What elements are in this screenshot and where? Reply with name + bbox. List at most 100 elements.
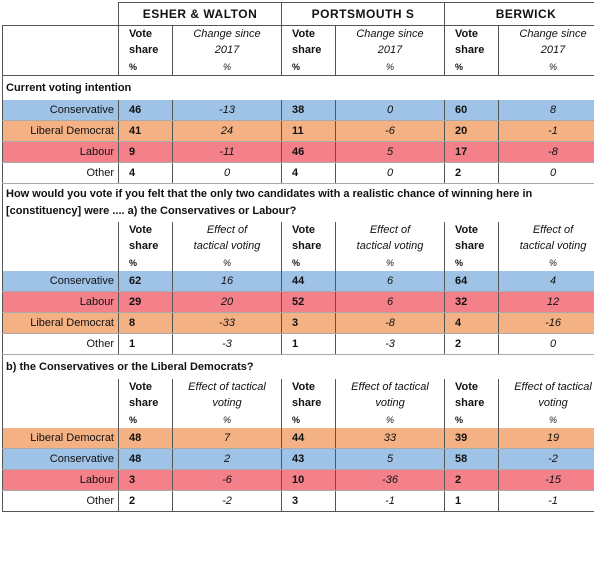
constituency-heading: ESHER & WALTON: [119, 3, 282, 26]
vote-share-cell: 32: [445, 292, 499, 313]
change-cell: -16: [499, 313, 594, 334]
percent-unit: %: [336, 58, 445, 76]
change-header: voting: [173, 395, 282, 411]
percent-unit: %: [173, 411, 282, 428]
vote-share-header: Vote: [119, 26, 173, 43]
blank-cell: [3, 395, 119, 411]
vote-share-header: share: [445, 42, 499, 58]
vote-share-header: share: [282, 238, 336, 254]
vote-share-header: share: [119, 238, 173, 254]
party-label: Liberal Democrat: [3, 121, 119, 142]
change-cell: -1: [336, 491, 445, 512]
percent-unit: %: [173, 58, 282, 76]
change-cell: 5: [336, 449, 445, 470]
change-cell: -13: [173, 100, 282, 121]
percent-unit-row: %%%%%%: [3, 58, 594, 76]
blank-cell: [3, 411, 119, 428]
change-cell: -1: [499, 121, 594, 142]
vote-share-cell: 48: [119, 428, 173, 449]
change-header: Effect of: [499, 222, 594, 238]
vote-share-cell: 1: [445, 491, 499, 512]
change-cell: 0: [336, 100, 445, 121]
vote-share-cell: 29: [119, 292, 173, 313]
percent-unit: %: [445, 58, 499, 76]
party-label: Conservative: [3, 100, 119, 121]
vote-share-cell: 52: [282, 292, 336, 313]
constituency-heading: BERWICK: [445, 3, 594, 26]
vote-share-header: Vote: [119, 222, 173, 238]
change-cell: 16: [173, 271, 282, 292]
blank-cell: [3, 58, 119, 76]
section-title-row: Current voting intention: [3, 76, 594, 101]
percent-unit-row: %%%%%%: [3, 254, 594, 271]
vote-share-cell: 17: [445, 142, 499, 163]
change-cell: -8: [499, 142, 594, 163]
change-cell: -8: [336, 313, 445, 334]
change-cell: 0: [336, 163, 445, 184]
polling-table: ESHER & WALTON PORTSMOUTH S BERWICK Vote…: [2, 2, 594, 512]
change-cell: 8: [499, 100, 594, 121]
party-label: Labour: [3, 470, 119, 491]
percent-unit: %: [499, 58, 594, 76]
change-cell: -2: [499, 449, 594, 470]
percent-unit-row: %%%%%%: [3, 411, 594, 428]
party-label: Liberal Democrat: [3, 428, 119, 449]
change-cell: 4: [499, 271, 594, 292]
vote-share-cell: 2: [445, 163, 499, 184]
change-header: tactical voting: [336, 238, 445, 254]
change-header: Change since: [336, 26, 445, 43]
vote-share-cell: 9: [119, 142, 173, 163]
change-header: voting: [499, 395, 594, 411]
change-cell: 19: [499, 428, 594, 449]
change-cell: -11: [173, 142, 282, 163]
change-cell: 0: [499, 163, 594, 184]
party-label: Other: [3, 491, 119, 512]
change-cell: 6: [336, 271, 445, 292]
change-cell: 20: [173, 292, 282, 313]
party-label: Other: [3, 163, 119, 184]
vote-share-cell: 58: [445, 449, 499, 470]
change-header: Effect of: [173, 222, 282, 238]
party-label: Conservative: [3, 449, 119, 470]
vote-share-cell: 60: [445, 100, 499, 121]
vote-share-header: share: [445, 395, 499, 411]
blank-cell: [3, 42, 119, 58]
change-header: Effect of tactical: [173, 379, 282, 395]
vote-share-header: Vote: [282, 222, 336, 238]
blank-cell: [3, 222, 119, 238]
party-label: Other: [3, 334, 119, 355]
blank-cell: [3, 254, 119, 271]
change-header: Change since: [173, 26, 282, 43]
vote-share-cell: 10: [282, 470, 336, 491]
vote-share-cell: 20: [445, 121, 499, 142]
change-cell: -15: [499, 470, 594, 491]
vote-share-cell: 2: [445, 334, 499, 355]
blank-cell: [3, 26, 119, 43]
vote-share-cell: 62: [119, 271, 173, 292]
percent-unit: %: [445, 411, 499, 428]
vote-share-header: Vote: [282, 26, 336, 43]
party-label: Liberal Democrat: [3, 313, 119, 334]
vote-share-header: share: [282, 395, 336, 411]
change-header: 2017: [336, 42, 445, 58]
change-header: voting: [336, 395, 445, 411]
change-cell: 5: [336, 142, 445, 163]
vote-share-header: Vote: [445, 379, 499, 395]
change-cell: -33: [173, 313, 282, 334]
party-label: Labour: [3, 292, 119, 313]
vote-share-cell: 3: [282, 313, 336, 334]
change-cell: -3: [336, 334, 445, 355]
percent-unit: %: [282, 411, 336, 428]
vote-share-header: share: [282, 42, 336, 58]
